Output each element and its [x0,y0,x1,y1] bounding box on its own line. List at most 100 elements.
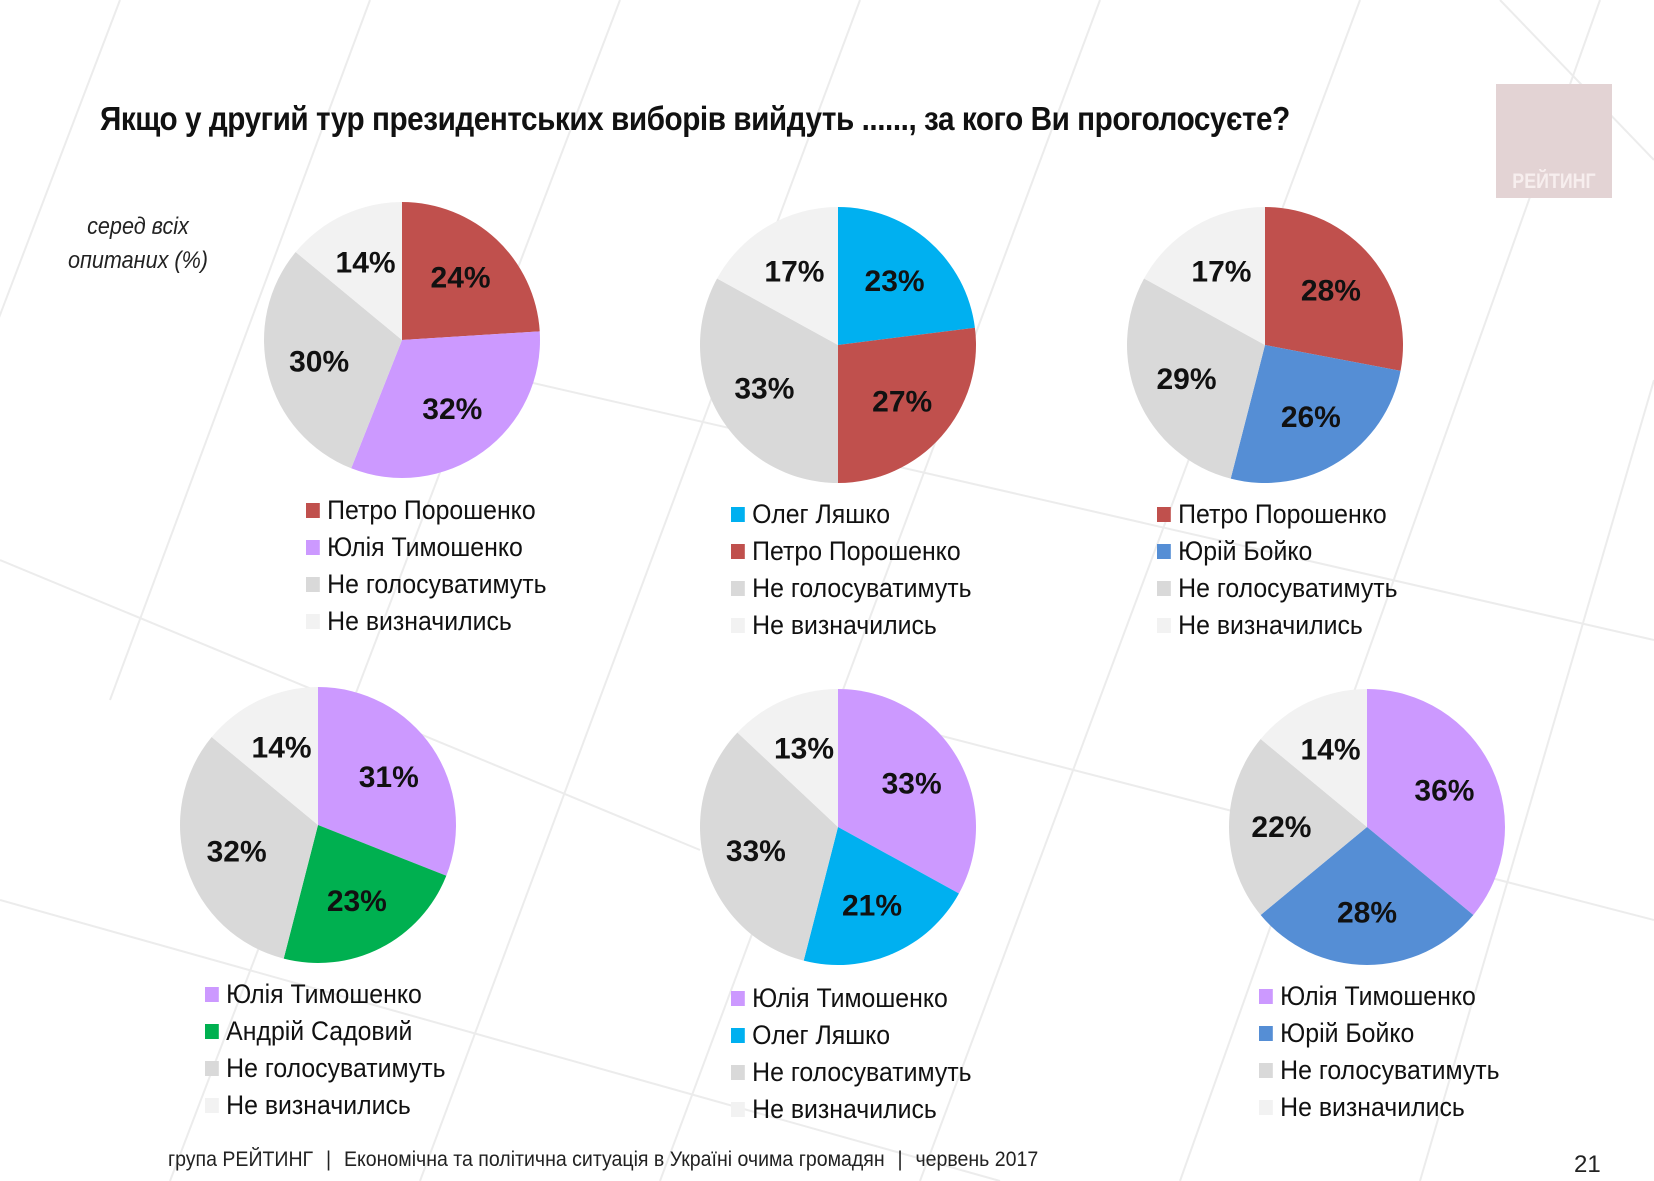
legend-swatch [731,1102,745,1117]
legend-label: Юрій Бойко [1280,1018,1415,1048]
legend-label: Юлія Тимошенко [1280,981,1476,1011]
legend-label: Не голосуватимуть [327,569,547,599]
pie-data-label: 27% [872,386,932,419]
pie-data-label: 17% [1191,255,1251,288]
legend-5: Юлія Тимошенко Олег Ляшко Не голосуватимут… [731,980,992,1128]
pie-chart-6: 36% 28% 22% 14% [1222,682,1512,972]
legend-swatch [1157,507,1171,522]
subtitle-line-2: опитаних (%) [68,247,208,274]
pie-slice [318,687,456,876]
pie-data-label: 36% [1414,775,1474,808]
pie-data-label: 33% [726,835,786,868]
legend-label: Не голосуватимуть [1178,573,1398,603]
legend-item: Юрій Бойко [1259,1015,1500,1052]
legend-label: Не визначились [327,606,512,636]
legend-item: Не визначились [1157,607,1398,644]
pie-data-label: 14% [252,732,312,765]
legend-swatch [1259,1100,1273,1115]
pie-data-label: 26% [1281,401,1341,434]
pie-data-label: 22% [1251,811,1311,844]
logo-text: РЕЙТИНГ [1512,170,1596,193]
legend-label: Не визначились [1178,610,1363,640]
pie-slice [699,278,838,483]
pie-data-label: 32% [207,835,267,868]
footer-study: Економічна та політична ситуація в Украї… [343,1148,885,1171]
legend-item: Не визначились [731,1091,972,1128]
legend-item: Не голосуватимуть [731,570,972,607]
pie-slice [351,331,540,478]
legend-item: Юлія Тимошенко [306,529,547,566]
legend-swatch [306,503,320,518]
pie-slice [1265,207,1403,371]
legend-item: Юлія Тимошенко [1259,978,1500,1015]
legend-item: Юлія Тимошенко [731,980,972,1017]
legend-label: Не визначились [1280,1092,1465,1122]
pie-slice [803,827,959,965]
legend-label: Не голосуватимуть [752,573,972,603]
legend-swatch [306,577,320,592]
pie-slice [1260,689,1367,827]
legend-swatch [731,544,745,559]
pie-slice [838,327,976,483]
pie-data-label: 14% [1301,734,1361,767]
legend-6: Юлія Тимошенко Юрій Бойко Не голосуватимут… [1259,978,1520,1126]
legend-item: Не визначились [1259,1089,1500,1126]
legend-label: Юлія Тимошенко [752,983,948,1013]
legend-label: Не голосуватимуть [1280,1055,1500,1085]
pie-chart-3: 28% 26% 29% 17% [1120,200,1410,490]
footer: група РЕЙТИНГ | Економічна та політична … [168,1148,1038,1172]
pie-slice [402,202,540,340]
legend-label: Андрій Садовий [226,1016,413,1046]
pie-data-label: 33% [734,373,794,406]
pie-slice [700,732,838,961]
legend-2: Олег Ляшко Петро Порошенко Не голосуватиму… [731,496,992,644]
legend-swatch [306,540,320,555]
legend-4: Юлія Тимошенко Андрій Садовий Не голосуват… [205,976,466,1124]
legend-swatch [1157,618,1171,633]
pie-data-label: 23% [327,885,387,918]
legend-label: Не визначились [226,1090,411,1120]
pie-slice [1229,739,1367,915]
pie-slice [1260,827,1474,965]
page-title: Якщо у другий тур президентських виборів… [100,100,1290,137]
page-number: 21 [1574,1151,1601,1178]
pie-chart-2: 23% 27% 33% 17% [693,200,983,490]
legend-label: Не визначились [752,610,937,640]
pie-data-label: 13% [774,732,834,765]
legend-label: Не голосуватимуть [752,1057,972,1087]
legend-swatch [731,991,745,1006]
pie-slice [1127,278,1265,479]
footer-separator: | [326,1148,332,1171]
legend-item: Не голосуватимуть [306,566,547,603]
legend-label: Не голосуватимуть [226,1053,446,1083]
pie-slice [211,687,318,825]
pie-slice [179,737,318,959]
legend-item: Андрій Садовий [205,1013,446,1050]
pie-slice [1367,689,1505,915]
subtitle-line-1: серед всіх [87,213,189,240]
legend-swatch [731,507,745,522]
legend-item: Петро Порошенко [1157,496,1398,533]
pie-data-label: 33% [882,767,942,800]
legend-item: Петро Порошенко [306,492,547,529]
legend-item: Не визначились [731,607,972,644]
pie-data-label: 29% [1156,363,1216,396]
rating-logo: РЕЙТИНГ [1496,84,1612,198]
legend-item: Не голосуватимуть [1259,1052,1500,1089]
legend-swatch [1157,581,1171,596]
footer-date: червень 2017 [915,1148,1039,1171]
legend-label: Юлія Тимошенко [226,979,422,1009]
legend-item: Не визначились [306,603,547,640]
legend-label: Олег Ляшко [752,1020,891,1050]
pie-data-label: 24% [431,262,491,295]
pie-slice [295,202,402,340]
legend-3: Петро Порошенко Юрій Бойко Не голосуватиму… [1157,496,1418,644]
pie-slice [264,252,402,469]
pie-slice [838,207,975,345]
legend-label: Петро Порошенко [1178,499,1387,529]
legend-swatch [306,614,320,629]
legend-label: Петро Порошенко [327,495,536,525]
legend-swatch [1259,989,1273,1004]
legend-swatch [205,1024,219,1039]
legend-label: Не визначились [752,1094,937,1124]
